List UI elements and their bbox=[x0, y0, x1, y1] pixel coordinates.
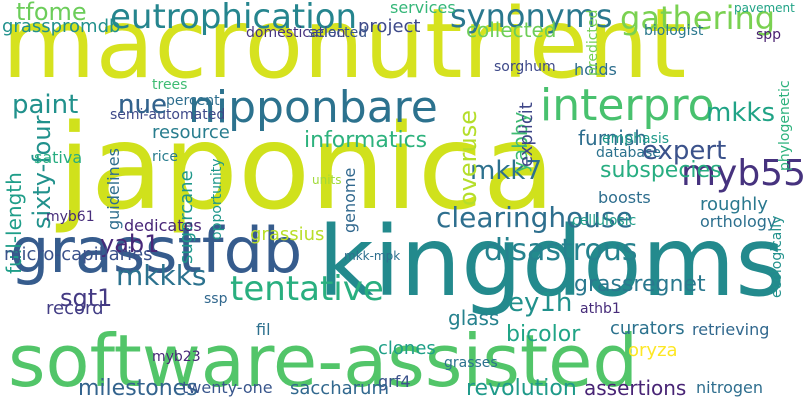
cloud-word: predicted bbox=[585, 9, 601, 76]
cloud-word: domestication bbox=[246, 25, 346, 41]
cloud-word: grasstfdb bbox=[10, 214, 303, 287]
cloud-word: opportunity bbox=[209, 158, 225, 240]
cloud-word: tfome bbox=[16, 0, 87, 26]
cloud-word: ecologically bbox=[769, 215, 785, 298]
cloud-word: pavement bbox=[734, 1, 795, 15]
cloud-word: synonyms bbox=[450, 0, 613, 35]
cloud-word: myb55 bbox=[680, 153, 806, 194]
cloud-word: semi-automated bbox=[110, 107, 226, 123]
cloud-word: spp bbox=[756, 27, 782, 43]
cloud-word: eutrophication bbox=[110, 0, 358, 37]
cloud-word: emphasis bbox=[602, 131, 670, 147]
cloud-word: grassregnet bbox=[574, 272, 706, 297]
cloud-word: milestones bbox=[78, 376, 198, 401]
cloud-word: oryza bbox=[628, 340, 678, 361]
cloud-word: yab1 bbox=[100, 230, 160, 258]
cloud-word: sativa bbox=[34, 148, 83, 167]
cloud-word: clones bbox=[378, 338, 436, 359]
cloud-word: japonica bbox=[58, 98, 555, 236]
cloud-word: clearinghouse bbox=[436, 201, 633, 234]
cloud-word: interpro bbox=[540, 80, 715, 131]
cloud-word: tentative bbox=[230, 269, 384, 309]
cloud-word: holds bbox=[574, 60, 617, 79]
cloud-word: expert bbox=[642, 136, 727, 166]
cloud-word: selected bbox=[308, 25, 368, 41]
cloud-word: dedicates bbox=[124, 216, 202, 235]
cloud-word: macronutrient bbox=[2, 0, 687, 100]
cloud-word: nue bbox=[118, 90, 167, 120]
cloud-word: informatics bbox=[304, 128, 428, 153]
cloud-word: grf4 bbox=[378, 372, 411, 391]
cloud-word: record bbox=[46, 298, 104, 319]
cloud-word: biologist bbox=[644, 23, 704, 39]
cloud-word: subspecies bbox=[600, 158, 722, 183]
cloud-word: nue bbox=[118, 90, 167, 120]
cloud-word: bicolor bbox=[506, 322, 581, 347]
cloud-word: micro-capillaries bbox=[4, 244, 153, 265]
cloud-word: orthology bbox=[700, 212, 777, 231]
cloud-word: kingdoms bbox=[318, 206, 786, 318]
cloud-word: units bbox=[312, 173, 342, 187]
cloud-word: collected bbox=[466, 18, 557, 42]
cloud-word: database bbox=[596, 145, 661, 161]
cloud-word: rice bbox=[152, 149, 178, 165]
cloud-word: nipponbare bbox=[188, 82, 438, 133]
cloud-word: resource bbox=[152, 122, 230, 143]
cloud-word: glass bbox=[448, 306, 500, 330]
cloud-word: twenty-one bbox=[182, 378, 273, 397]
cloud-word: gathering bbox=[620, 0, 776, 37]
cloud-word: mkk-mpk bbox=[344, 249, 401, 263]
cloud-word: myb23 bbox=[152, 349, 201, 365]
cloud-word: genome bbox=[340, 167, 359, 233]
cloud-word: overuse bbox=[454, 110, 482, 206]
cloud-word: services bbox=[390, 0, 456, 17]
cloud-word: project bbox=[358, 16, 421, 37]
cloud-word: disastrous bbox=[484, 233, 638, 268]
cloud-word: boosts bbox=[598, 188, 651, 207]
cloud-word: trees bbox=[152, 77, 188, 93]
cloud-word: paint bbox=[12, 90, 79, 120]
cloud-word: curators bbox=[610, 318, 685, 339]
cloud-word: mkk7 bbox=[470, 156, 542, 186]
cloud-word: phylogenetic bbox=[777, 80, 793, 171]
cloud-word: nitrogen bbox=[696, 378, 764, 397]
cloud-word: guidelines bbox=[104, 148, 123, 230]
cloud-word: cellulosic bbox=[572, 213, 637, 229]
cloud-word: saccharum bbox=[290, 378, 389, 399]
cloud-word: retrieving bbox=[692, 320, 770, 339]
cloud-word: sorghum bbox=[494, 59, 556, 75]
cloud-word: revolution bbox=[466, 376, 577, 401]
cloud-word: explicit bbox=[516, 102, 537, 167]
cloud-word: roughly bbox=[700, 194, 768, 215]
cloud-word: assertions bbox=[584, 376, 687, 400]
cloud-word: grasses bbox=[444, 355, 498, 371]
cloud-word: fil bbox=[256, 320, 271, 339]
cloud-word: myb61 bbox=[46, 209, 95, 225]
cloud-word: software-assisted bbox=[8, 319, 639, 403]
cloud-word: athb1 bbox=[580, 301, 621, 317]
cloud-word: percent bbox=[166, 93, 220, 109]
cloud-word: furnish bbox=[578, 126, 647, 150]
cloud-word: mkks bbox=[706, 98, 775, 128]
cloud-word: grasspromdb bbox=[2, 16, 121, 37]
cloud-word: ey1h bbox=[508, 288, 573, 318]
cloud-word: grassius bbox=[250, 224, 325, 245]
cloud-word: mkkks bbox=[116, 259, 207, 292]
cloud-word: sgt1 bbox=[60, 284, 113, 312]
cloud-word: ssp bbox=[204, 291, 228, 307]
